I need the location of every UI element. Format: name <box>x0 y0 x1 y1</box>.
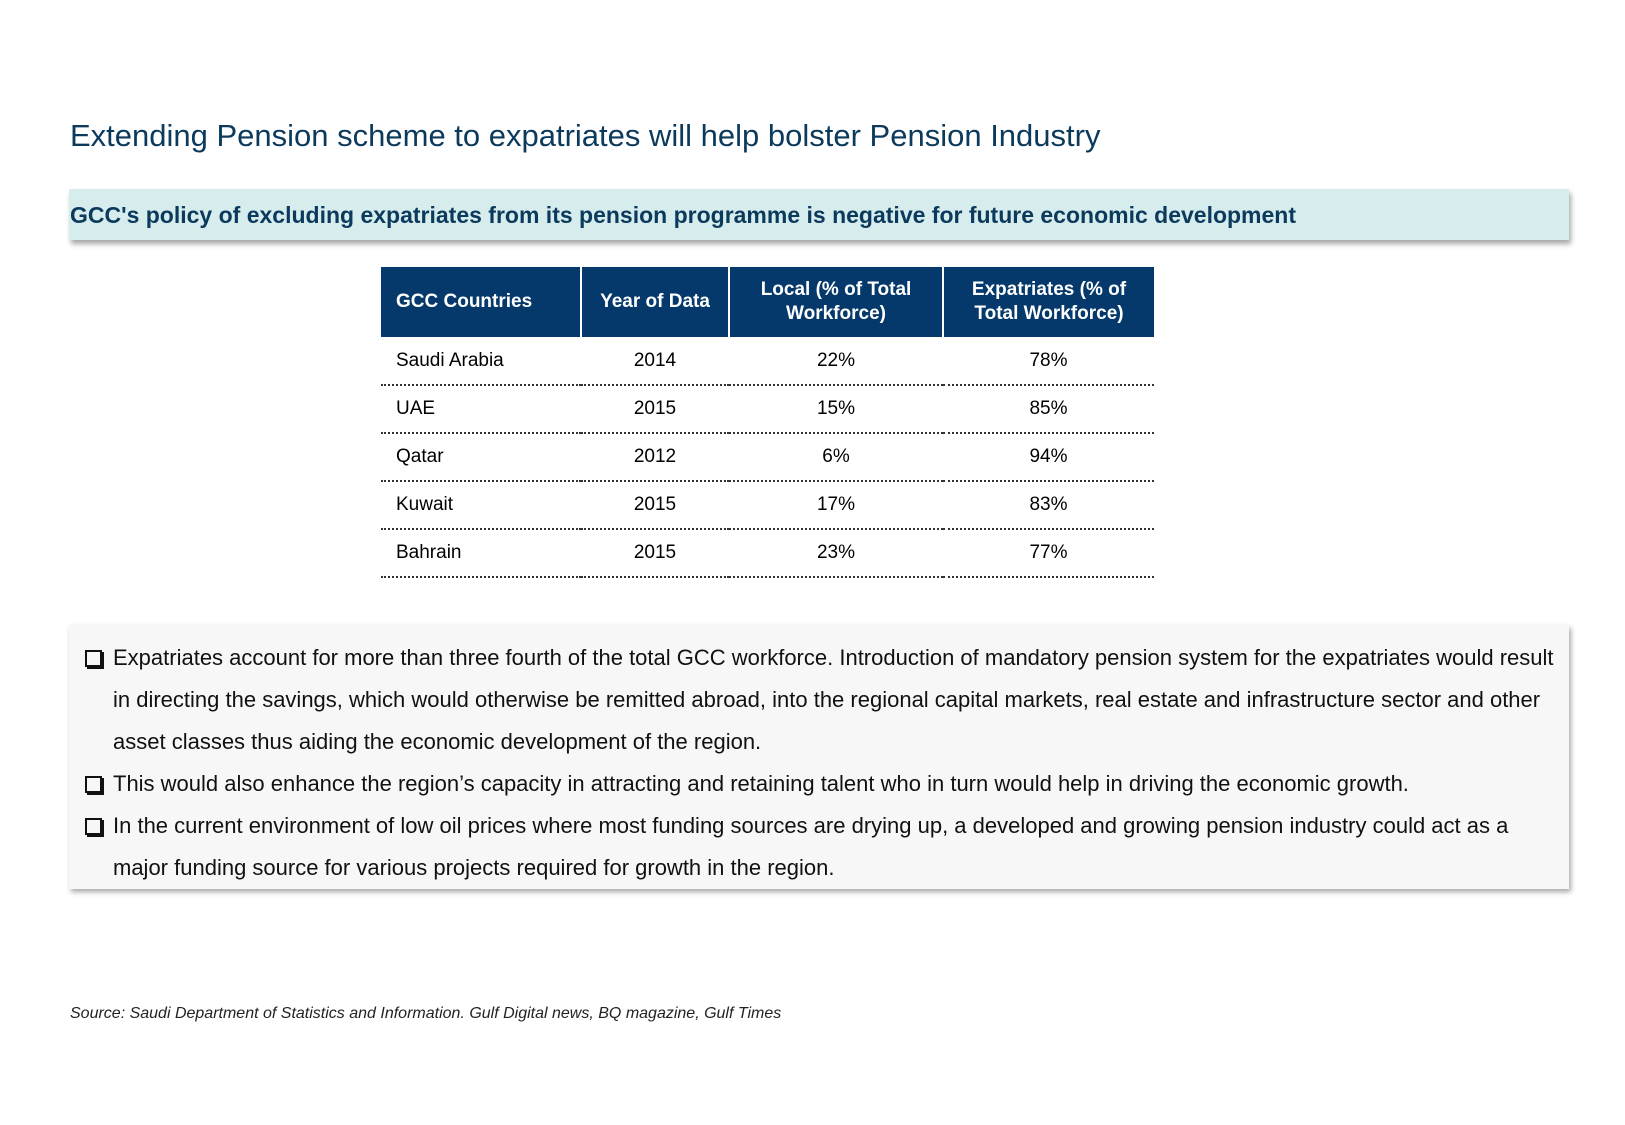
cell-local: 23% <box>729 529 943 578</box>
cell-year: 2014 <box>581 337 729 386</box>
cell-year: 2015 <box>581 385 729 434</box>
bullet-text: This would also enhance the region’s cap… <box>113 771 1409 796</box>
cell-country: UAE <box>381 385 581 434</box>
cell-country: Bahrain <box>381 529 581 578</box>
checkbox-icon <box>85 776 102 793</box>
table-header-row: GCC Countries Year of Data Local (% of T… <box>381 267 1154 337</box>
checkbox-icon <box>85 650 102 667</box>
cell-expatriates: 94% <box>943 433 1154 482</box>
table-row: Bahrain 2015 23% 77% <box>381 529 1154 578</box>
table-row: UAE 2015 15% 85% <box>381 385 1154 434</box>
cell-local: 15% <box>729 385 943 434</box>
bullet-text: In the current environment of low oil pr… <box>113 813 1509 880</box>
cell-country: Kuwait <box>381 481 581 530</box>
bullet-point: Expatriates account for more than three … <box>85 637 1555 763</box>
cell-expatriates: 77% <box>943 529 1154 578</box>
cell-expatriates: 83% <box>943 481 1154 530</box>
cell-expatriates: 78% <box>943 337 1154 386</box>
cell-year: 2015 <box>581 529 729 578</box>
table-row: Qatar 2012 6% 94% <box>381 433 1154 482</box>
checkbox-icon <box>85 818 102 835</box>
cell-expatriates: 85% <box>943 385 1154 434</box>
header-expatriates-percent: Expatriates (% of Total Workforce) <box>942 267 1154 337</box>
cell-local: 6% <box>729 433 943 482</box>
cell-year: 2015 <box>581 481 729 530</box>
header-year-of-data: Year of Data <box>580 267 729 337</box>
header-local-percent: Local (% of Total Workforce) <box>728 267 943 337</box>
bullet-point: This would also enhance the region’s cap… <box>85 763 1555 805</box>
workforce-table: GCC Countries Year of Data Local (% of T… <box>381 267 1154 578</box>
cell-local: 17% <box>729 481 943 530</box>
bullet-point: In the current environment of low oil pr… <box>85 805 1555 889</box>
bullet-text: Expatriates account for more than three … <box>113 645 1554 754</box>
table-row: Kuwait 2015 17% 83% <box>381 481 1154 530</box>
subtitle-banner: GCC's policy of excluding expatriates fr… <box>69 189 1569 240</box>
cell-local: 22% <box>729 337 943 386</box>
cell-year: 2012 <box>581 433 729 482</box>
table-row: Saudi Arabia 2014 22% 78% <box>381 337 1154 386</box>
key-points-box: Expatriates account for more than three … <box>69 625 1569 889</box>
header-gcc-countries: GCC Countries <box>381 267 581 337</box>
banner-text: GCC's policy of excluding expatriates fr… <box>70 202 1297 228</box>
cell-country: Qatar <box>381 433 581 482</box>
page-title: Extending Pension scheme to expatriates … <box>70 118 1101 153</box>
source-note: Source: Saudi Department of Statistics a… <box>70 1005 782 1022</box>
cell-country: Saudi Arabia <box>381 337 581 386</box>
